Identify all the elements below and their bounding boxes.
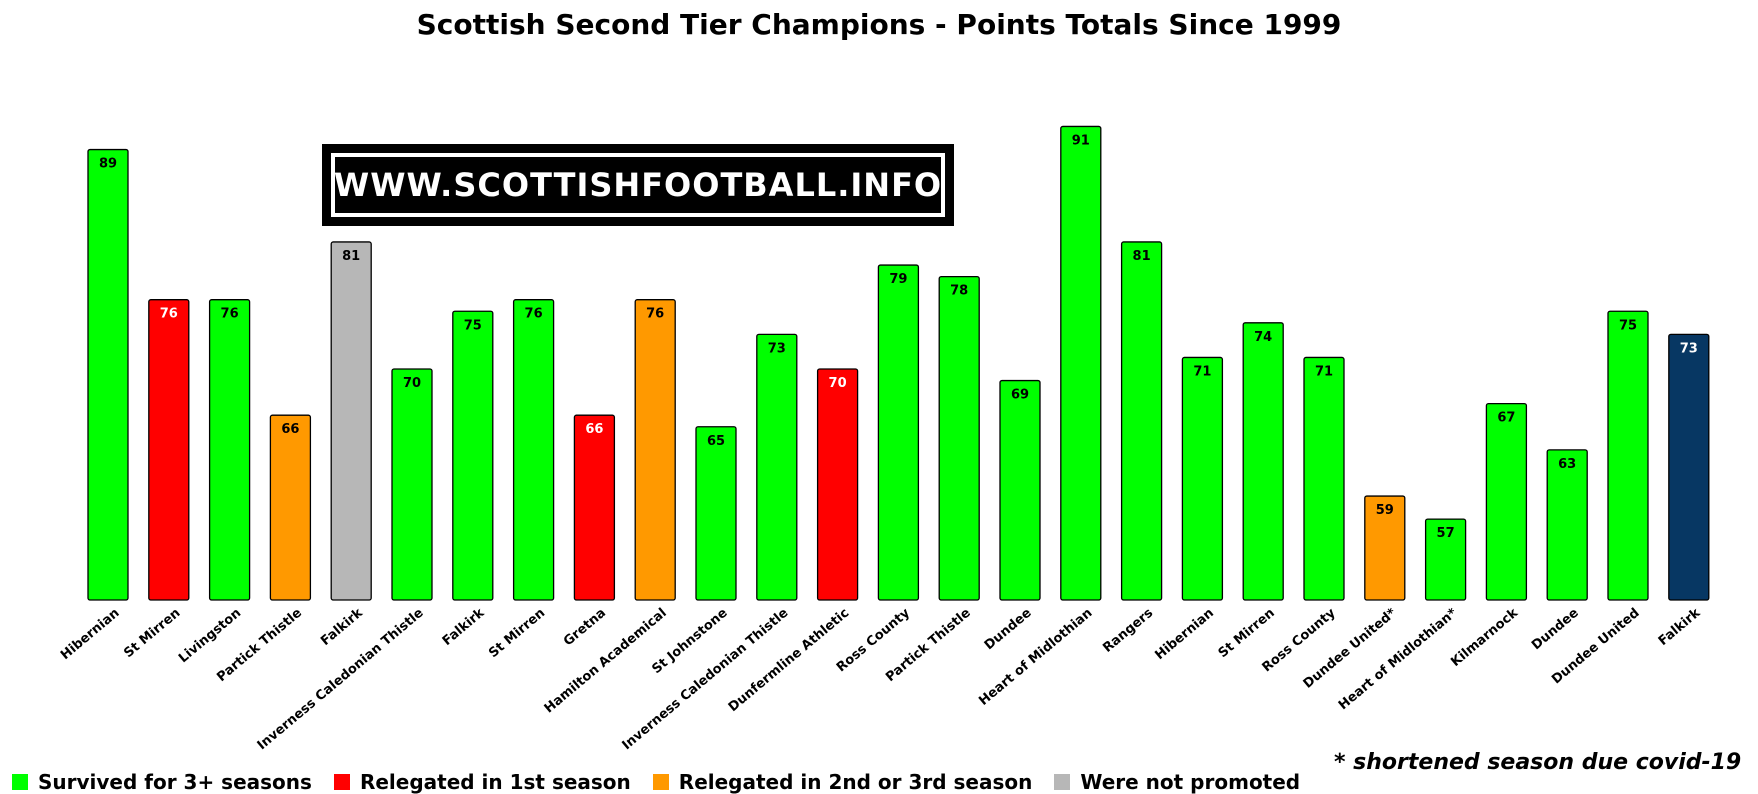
- bar-value-label: 59: [1376, 503, 1394, 518]
- bar-value-label: 79: [889, 272, 907, 287]
- legend-item: Relegated in 1st season: [333, 770, 631, 794]
- bar: [330, 241, 372, 601]
- x-tick-label: Gretna: [561, 606, 609, 650]
- bar-value-label: 70: [829, 376, 847, 391]
- bar: [269, 414, 312, 601]
- x-tick-label: St Mirren: [1216, 606, 1278, 661]
- legend-item: Relegated in 2nd or 3rd season: [652, 770, 1033, 794]
- legend-swatch: [333, 774, 350, 790]
- watermark-text: WWW.SCOTTISHFOOTBALL.INFO: [333, 166, 943, 204]
- bar-value-label: 65: [707, 434, 725, 449]
- bar: [512, 299, 555, 601]
- bar: [1424, 518, 1467, 601]
- bar: [1181, 356, 1224, 601]
- legend-label: Relegated in 2nd or 3rd season: [678, 770, 1033, 794]
- bar: [1364, 495, 1406, 601]
- bars-group: [87, 125, 1710, 601]
- x-tick-label: Hamilton Academical: [542, 606, 670, 717]
- bar: [816, 368, 859, 601]
- bar-value-label: 71: [1315, 364, 1333, 379]
- bar-value-label: 78: [950, 284, 968, 299]
- bar-value-label: 67: [1497, 411, 1515, 426]
- bar: [148, 299, 190, 601]
- bar-value-label: 76: [221, 307, 239, 322]
- x-tick-label: Falkirk: [440, 605, 488, 649]
- bar: [634, 299, 676, 601]
- bar-value-label: 63: [1558, 457, 1576, 472]
- bar: [208, 299, 251, 601]
- bar: [756, 333, 798, 601]
- chart-title: Scottish Second Tier Champions - Points …: [416, 8, 1342, 41]
- legend-swatch: [652, 774, 669, 790]
- bar-value-label: 73: [768, 341, 786, 356]
- bar: [87, 148, 129, 601]
- bar-value-label: 76: [525, 307, 543, 322]
- x-tick-label: Falkirk: [1656, 605, 1704, 649]
- legend-item: Were not promoted: [1054, 770, 1300, 794]
- x-tick-label: Dundee: [982, 605, 1035, 653]
- footnote: * shortened season due covid-19: [1334, 750, 1742, 775]
- bar: [1060, 125, 1102, 601]
- legend-label: Relegated in 1st season: [359, 770, 631, 794]
- bar: [1120, 241, 1163, 601]
- bar: [391, 368, 433, 601]
- x-tick-label: St Mirren: [121, 606, 183, 661]
- x-tick-label: St Mirren: [486, 606, 548, 661]
- bar-value-label: 74: [1254, 330, 1272, 345]
- bar: [1607, 310, 1649, 601]
- bar-value-label: 76: [646, 307, 664, 322]
- bar: [1485, 402, 1528, 601]
- bar-value-label: 89: [99, 157, 117, 172]
- legend-label: Survived for 3+ seasons: [38, 770, 312, 794]
- bar-value-label: 73: [1680, 341, 1698, 356]
- bar-value-label: 75: [1619, 318, 1637, 333]
- bar: [999, 379, 1041, 601]
- bar-value-label: 76: [160, 307, 178, 322]
- watermark-frame: WWW.SCOTTISHFOOTBALL.INFO: [331, 153, 945, 217]
- bar: [877, 264, 920, 601]
- bar: [1546, 449, 1588, 601]
- value-labels-group: 89 76 76 66 81 70 75 76 66 76 65 73 70 79 78 69 91 81 71 74…: [99, 133, 1698, 541]
- bar-value-label: 81: [1133, 249, 1151, 264]
- legend: Survived for 3+ seasons Relegated in 1st …: [12, 770, 1322, 794]
- bar-value-label: 69: [1011, 388, 1029, 403]
- bar: [452, 310, 494, 601]
- x-tick-label: Falkirk: [318, 605, 366, 649]
- x-tick-label: Dundee: [1529, 605, 1582, 653]
- legend-item: Survived for 3+ seasons: [12, 770, 312, 794]
- bar-value-label: 91: [1072, 133, 1090, 148]
- x-tick-label: Kilmarnock: [1448, 605, 1521, 670]
- legend-label: Were not promoted: [1080, 770, 1301, 794]
- bar-value-label: 57: [1437, 526, 1455, 541]
- x-tick-label: Hibernian: [58, 606, 122, 664]
- bar-value-label: 66: [585, 422, 603, 437]
- bar: [573, 414, 616, 601]
- bar-value-label: 81: [342, 249, 360, 264]
- x-tick-label: Heart of Midlothian: [976, 606, 1095, 709]
- bar: [1668, 333, 1710, 601]
- bar-value-label: 71: [1193, 364, 1211, 379]
- bar: [1242, 322, 1284, 601]
- bar-value-label: 66: [281, 422, 299, 437]
- x-tick-label: Hibernian: [1152, 606, 1216, 664]
- bar-value-label: 75: [464, 318, 482, 333]
- x-tick-label: Heart of Midlothian*: [1336, 605, 1460, 713]
- legend-swatch: [1054, 774, 1071, 790]
- legend-swatch: [12, 774, 28, 790]
- bar: [695, 426, 737, 601]
- x-tick-label: Rangers: [1100, 605, 1156, 655]
- x-tick-label: Dunfermline Athletic: [726, 606, 852, 715]
- bar: [1303, 356, 1345, 601]
- bar: [938, 275, 980, 601]
- bar-value-label: 70: [403, 376, 421, 391]
- watermark-logo: WWW.SCOTTISHFOOTBALL.INFO: [322, 144, 954, 226]
